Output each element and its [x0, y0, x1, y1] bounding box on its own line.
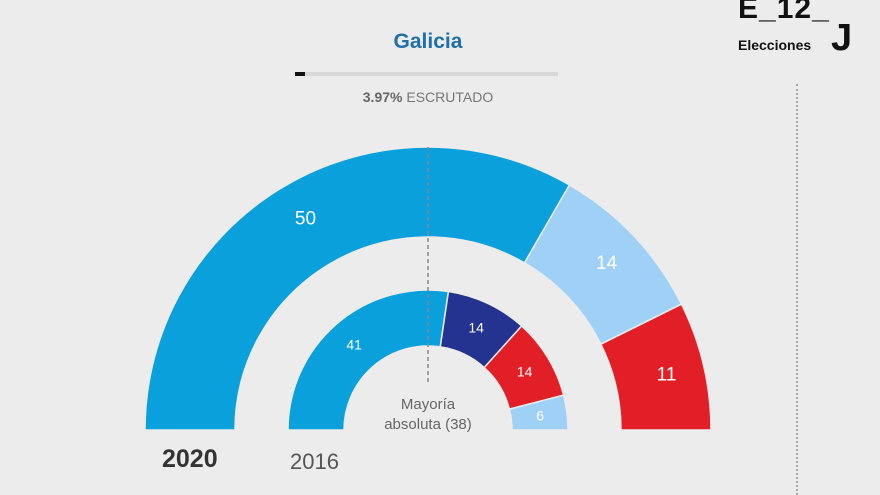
majority-label-line-1: absoluta (38) — [384, 416, 472, 433]
elecciones-logo: E_12_ Elecciones J — [736, 0, 866, 60]
seat-segment-2016-0 — [287, 289, 450, 431]
scrutiny-label: ESCRUTADO — [406, 89, 494, 105]
seat-segment-2020-0 — [144, 146, 571, 431]
logo-letter: J — [831, 17, 853, 59]
scrutiny-percent: 3.97% — [362, 89, 403, 105]
logo-date-text: E_12_ — [738, 0, 830, 25]
seat-label-2016-2: 14 — [517, 363, 533, 379]
seat-label-2020-0: 50 — [295, 208, 316, 229]
seat-segment-2016-3 — [508, 394, 569, 431]
year-label-2020: 2020 — [162, 445, 218, 473]
logo-elecciones-text: Elecciones — [738, 37, 812, 53]
seat-segment-2020-2 — [599, 303, 712, 431]
seat-label-2016-1: 14 — [468, 320, 484, 336]
scrutiny-progress-fill — [295, 72, 306, 76]
region-title: Galicia — [393, 30, 463, 53]
seat-label-2020-1: 14 — [596, 253, 618, 274]
majority-label-line-0: Mayoría — [401, 396, 456, 413]
divider-line — [796, 84, 798, 495]
seat-label-2016-3: 6 — [536, 408, 544, 424]
seat-label-2020-2: 11 — [657, 365, 677, 386]
seat-label-2016-0: 41 — [346, 336, 362, 352]
year-label-2016: 2016 — [290, 449, 339, 474]
scrutiny-status: 3.97% ESCRUTADO — [0, 89, 856, 105]
scrutiny-progress-bar — [295, 72, 558, 76]
